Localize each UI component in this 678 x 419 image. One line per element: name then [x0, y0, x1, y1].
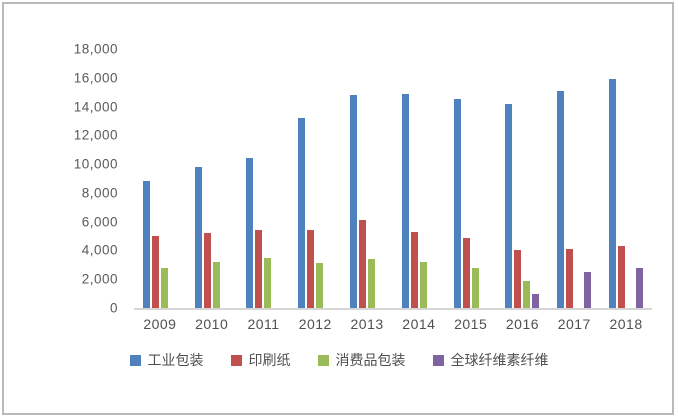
x-tick-label: 2015	[454, 316, 488, 332]
y-tick-label: 0	[109, 300, 118, 316]
legend-marker-icon	[129, 354, 141, 366]
y-tick-label: 12,000	[73, 127, 118, 143]
bar-group-2017	[548, 49, 600, 308]
legend-item-consumer-packaging: 消费品包装	[317, 350, 406, 370]
x-tick-label: 2013	[350, 316, 384, 332]
legend-marker-icon	[317, 354, 329, 366]
bar-printing-paper	[307, 230, 315, 308]
bar-printing-paper	[566, 249, 574, 308]
bar-printing-paper	[514, 250, 522, 308]
bar-industrial-packaging	[453, 99, 461, 308]
bar-consumer-packaging	[264, 257, 272, 308]
bar-global-cellulose-fiber	[584, 272, 592, 308]
bar-industrial-packaging	[194, 167, 202, 308]
bar-group-2013	[341, 49, 393, 308]
y-tick-label: 6,000	[81, 214, 118, 230]
y-tick-label: 8,000	[81, 185, 118, 201]
bar-group-2016	[497, 49, 549, 308]
bar-printing-paper	[151, 236, 159, 308]
legend-label: 消费品包装	[335, 352, 406, 368]
bar-industrial-packaging	[609, 79, 617, 308]
bar-printing-paper	[410, 231, 418, 308]
bar-group-2012	[289, 49, 341, 308]
x-tick-label: 2009	[143, 316, 177, 332]
bar-group-2011	[238, 49, 290, 308]
x-tick-label: 2011	[247, 316, 280, 332]
bar-global-cellulose-fiber	[636, 267, 644, 308]
legend-item-global-cellulose-fiber: 全球纤维素纤维	[432, 350, 549, 370]
bar-consumer-packaging	[160, 267, 168, 308]
bar-global-cellulose-fiber	[532, 293, 540, 308]
x-tick-label: 2014	[402, 316, 436, 332]
x-tick-label: 2016	[505, 316, 540, 332]
y-tick-label: 14,000	[73, 99, 118, 115]
bar-printing-paper	[618, 246, 626, 308]
bar-group-2009	[134, 49, 186, 308]
y-tick-label: 16,000	[73, 70, 118, 86]
bar-industrial-packaging	[557, 90, 565, 308]
bar-consumer-packaging	[523, 280, 531, 308]
bar-printing-paper	[203, 233, 211, 308]
bar-group-2010	[186, 49, 238, 308]
bar-consumer-packaging	[212, 261, 220, 308]
y-tick-label: 18,000	[73, 41, 118, 57]
y-tick-label: 4,000	[81, 242, 118, 258]
legend-label: 全球纤维素纤维	[450, 352, 549, 368]
bar-group-2015	[445, 49, 497, 308]
bar-industrial-packaging	[142, 181, 150, 308]
bar-group-2018	[600, 49, 652, 308]
bar-consumer-packaging	[368, 259, 376, 308]
x-tick-label: 2010	[195, 316, 229, 332]
legend-marker-icon	[432, 354, 444, 366]
x-axis: 2009 2010 2011 2012 2013 2014 2015 2016 2017 2018	[134, 316, 652, 332]
bar-industrial-packaging	[350, 95, 358, 308]
bar-consumer-packaging	[316, 263, 324, 308]
bar-group-2014	[393, 49, 445, 308]
bar-printing-paper	[359, 220, 367, 308]
bar-printing-paper	[255, 230, 263, 308]
bar-industrial-packaging	[505, 103, 513, 308]
bar-consumer-packaging	[419, 261, 427, 308]
y-axis: 0 2,000 4,000 6,000 8,000 10,000 12,000 14,000 1…	[55, 42, 118, 316]
legend-marker-icon	[230, 354, 242, 366]
bar-printing-paper	[462, 237, 470, 308]
legend: 工业包装 印刷纸 消费品包装 全球纤维素纤维	[0, 350, 678, 370]
bar-consumer-packaging	[471, 267, 479, 308]
bar-industrial-packaging	[298, 118, 306, 308]
y-tick-label: 2,000	[81, 271, 118, 287]
bar-industrial-packaging	[246, 158, 254, 308]
x-tick-label: 2018	[609, 316, 643, 332]
legend-label: 工业包装	[147, 352, 204, 368]
legend-label: 印刷纸	[248, 352, 291, 368]
plot-area	[134, 49, 652, 310]
bar-industrial-packaging	[401, 93, 409, 308]
x-tick-label: 2017	[557, 316, 591, 332]
x-tick-label: 2012	[298, 316, 332, 332]
legend-item-printing-paper: 印刷纸	[230, 350, 291, 370]
legend-item-industrial-packaging: 工业包装	[129, 350, 204, 370]
y-tick-label: 10,000	[73, 156, 118, 172]
